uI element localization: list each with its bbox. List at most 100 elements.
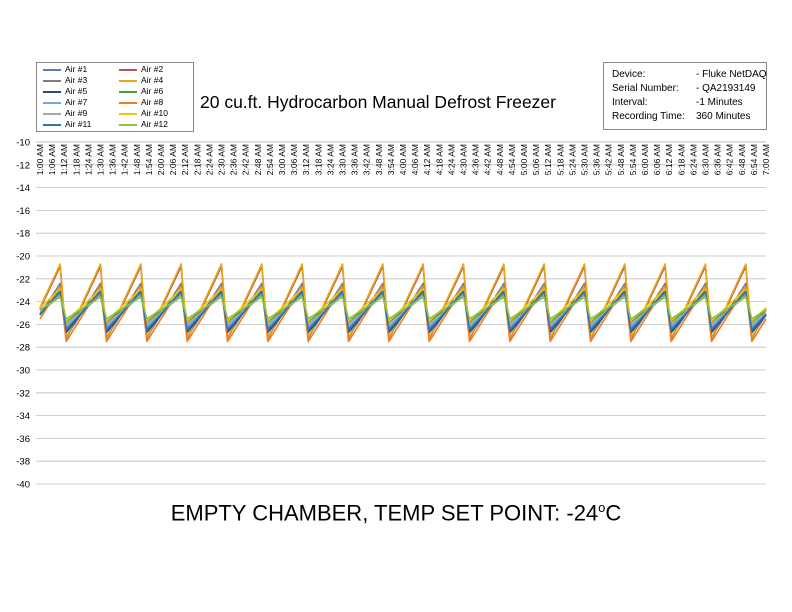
y-tick-label: -12	[16, 160, 30, 171]
legend-swatch	[119, 101, 137, 104]
x-tick-label: 4:48 AM	[495, 144, 505, 175]
x-tick-label: 3:42 AM	[362, 144, 372, 175]
x-tick-label: 5:36 AM	[592, 144, 602, 175]
x-tick-label: 1:12 AM	[59, 144, 69, 175]
legend-label: Air #4	[141, 75, 164, 85]
x-tick-label: 6:42 AM	[725, 144, 735, 175]
x-axis-tick-labels: 1:00 AM 1:06 AM 1:12 AM 1:18 AM 1:24 AM 1:30 …	[35, 144, 771, 175]
info-label: Device:	[612, 69, 646, 80]
x-tick-label: 6:54 AM	[749, 144, 759, 175]
x-tick-label: 6:36 AM	[713, 144, 723, 175]
x-tick-label: 3:00 AM	[277, 144, 287, 175]
x-tick-label: 5:12 AM	[543, 144, 553, 175]
info-value: 360 Minutes	[696, 111, 751, 122]
x-tick-label: 2:06 AM	[168, 144, 178, 175]
legend-item: Air #7	[43, 96, 87, 108]
legend-label: Air #2	[141, 64, 164, 74]
legend-swatch	[119, 68, 137, 71]
x-tick-label: 6:48 AM	[737, 144, 747, 175]
y-tick-label: -18	[16, 229, 30, 240]
y-tick-label: -22	[16, 274, 30, 285]
info-row: Device: - Fluke NetDAQ	[612, 69, 767, 80]
y-tick-label: -40	[16, 480, 30, 491]
x-tick-label: 3:48 AM	[374, 144, 384, 175]
legend-label: Air #5	[65, 86, 88, 96]
info-row: Serial Number: - QA2193149	[612, 83, 756, 94]
y-tick-label: -38	[16, 457, 30, 468]
x-tick-label: 6:24 AM	[688, 144, 698, 175]
gridlines	[36, 141, 766, 485]
x-tick-label: 4:54 AM	[507, 144, 517, 175]
info-value: -1 Minutes	[696, 97, 743, 108]
legend-label: Air #8	[141, 97, 164, 107]
x-tick-label: 1:54 AM	[144, 144, 154, 175]
x-tick-label: 4:42 AM	[483, 144, 493, 175]
x-tick-label: 1:24 AM	[83, 144, 93, 175]
info-row: Interval: -1 Minutes	[612, 97, 743, 108]
x-tick-label: 1:42 AM	[120, 144, 130, 175]
legend-label: Air #3	[65, 75, 88, 85]
series-line	[39, 295, 767, 326]
series-line	[39, 285, 767, 343]
legend-swatch	[43, 112, 61, 115]
series-lines	[39, 263, 767, 343]
info-label: Recording Time:	[612, 111, 685, 122]
legend-swatch	[43, 68, 61, 71]
x-tick-label: 1:48 AM	[132, 144, 142, 175]
x-tick-label: 4:06 AM	[410, 144, 420, 175]
y-tick-label: -32	[16, 388, 30, 399]
legend-swatch	[43, 90, 61, 93]
legend-swatch	[43, 123, 61, 126]
legend-label: Air #6	[141, 86, 164, 96]
legend-item: Air #4	[119, 74, 163, 86]
device-info-box: Device: - Fluke NetDAQ Serial Number: - QA2…	[603, 62, 767, 130]
x-tick-label: 4:12 AM	[422, 144, 432, 175]
x-tick-label: 2:18 AM	[192, 144, 202, 175]
legend-item: Air #9	[43, 107, 87, 119]
chart-title: 20 cu.ft. Hydrocarbon Manual Defrost Fre…	[200, 92, 556, 112]
x-tick-label: 6:18 AM	[676, 144, 686, 175]
y-tick-label: -30	[16, 366, 30, 377]
x-tick-label: 3:06 AM	[289, 144, 299, 175]
x-tick-label: 2:12 AM	[180, 144, 190, 175]
legend-swatch	[119, 123, 137, 126]
y-axis-tick-labels: -40 -38 -36 -34 -32 -30 -28 -26 -24 -22 -20 -18 -16 -…	[16, 138, 30, 491]
x-tick-label: 3:24 AM	[325, 144, 335, 175]
legend-item: Air #1	[43, 63, 87, 75]
legend-label: Air #12	[141, 119, 168, 129]
x-tick-label: 2:54 AM	[265, 144, 275, 175]
x-tick-label: 2:24 AM	[204, 144, 214, 175]
y-tick-label: -10	[16, 138, 30, 149]
legend-swatch	[43, 101, 61, 104]
x-tick-label: 2:36 AM	[229, 144, 239, 175]
x-tick-label: 3:36 AM	[350, 144, 360, 175]
legend-label: Air #9	[65, 108, 88, 118]
x-tick-label: 2:42 AM	[241, 144, 251, 175]
x-tick-label: 1:00 AM	[35, 144, 45, 175]
x-tick-label: 6:30 AM	[701, 144, 711, 175]
y-tick-label: -26	[16, 320, 30, 331]
legend-label: Air #10	[141, 108, 168, 118]
x-tick-label: 5:18 AM	[555, 144, 565, 175]
y-tick-label: -14	[16, 183, 30, 194]
x-tick-label: 4:36 AM	[471, 144, 481, 175]
x-tick-label: 3:18 AM	[313, 144, 323, 175]
x-tick-label: 5:00 AM	[519, 144, 529, 175]
y-tick-label: -34	[16, 411, 30, 422]
legend-item: Air #12	[119, 118, 168, 130]
legend-item: Air #3	[43, 74, 87, 86]
legend-label: Air #1	[65, 64, 88, 74]
legend: Air #1 Air #2 Air #3 Air #4 Air #5 Air #6 Air …	[36, 62, 194, 132]
y-tick-label: -16	[16, 206, 30, 217]
x-tick-label: 7:00 AM	[761, 144, 771, 175]
legend-swatch	[119, 112, 137, 115]
x-tick-label: 6:06 AM	[652, 144, 662, 175]
info-row: Recording Time: 360 Minutes	[612, 111, 750, 122]
y-tick-label: -28	[16, 343, 30, 354]
x-tick-label: 4:00 AM	[398, 144, 408, 175]
x-tick-label: 6:00 AM	[640, 144, 650, 175]
legend-item: Air #6	[119, 85, 163, 97]
x-tick-label: 5:06 AM	[531, 144, 541, 175]
x-tick-label: 3:12 AM	[301, 144, 311, 175]
